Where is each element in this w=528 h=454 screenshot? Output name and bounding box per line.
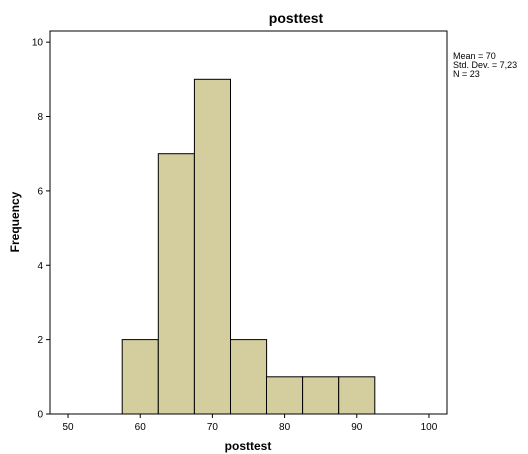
histogram-bar [266, 376, 304, 415]
stat-line: N = 23 [453, 69, 480, 79]
y-tick-label: 4 [37, 261, 43, 272]
x-axis: 50 60 70 80 90 100 [62, 414, 438, 433]
x-tick-label: 60 [135, 422, 147, 433]
x-tick-label: 100 [421, 422, 438, 433]
histogram-bar [338, 376, 376, 415]
histogram-bar [157, 153, 195, 415]
chart-title: posttest [269, 10, 324, 26]
stat-line: Mean = 70 [453, 51, 496, 61]
y-tick-label: 10 [32, 38, 44, 49]
x-tick-label: 50 [62, 422, 74, 433]
y-tick-label: 2 [37, 335, 43, 346]
bars-group [121, 78, 376, 415]
x-tick-label: 70 [207, 422, 219, 433]
y-axis: 0 2 4 6 8 10 [32, 38, 50, 421]
histogram-bar [230, 339, 268, 415]
x-tick-label: 80 [279, 422, 291, 433]
y-tick-label: 8 [37, 112, 43, 123]
histogram-bar [193, 78, 231, 415]
x-axis-title: posttest [225, 439, 272, 453]
histogram-bar [302, 376, 340, 415]
histogram-bar [121, 339, 159, 415]
y-tick-label: 6 [37, 186, 43, 197]
y-tick-label: 0 [37, 410, 43, 421]
x-tick-label: 90 [351, 422, 363, 433]
y-axis-title: Frequency [8, 191, 22, 252]
stat-line: Std. Dev. = 7,23 [453, 60, 517, 70]
